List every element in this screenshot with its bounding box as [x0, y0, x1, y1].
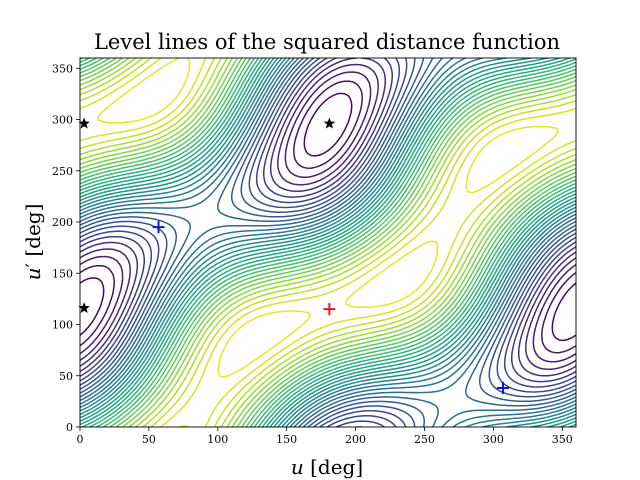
contour-level: [80, 58, 576, 427]
contour-level: [80, 58, 576, 427]
y-tick-label: 150: [52, 267, 73, 280]
critical-point-markers: [78, 117, 509, 395]
contour-level: [80, 58, 576, 427]
plot-frame: [79, 57, 577, 428]
y-tick-label: 350: [52, 62, 73, 75]
contour-level: [80, 58, 576, 427]
y-tick-label: 50: [59, 370, 73, 383]
x-axis-ticks: 0 50 100 150 200 250 300 350: [77, 427, 573, 446]
contour-level: [80, 58, 576, 427]
y-tick-label: 250: [52, 165, 73, 178]
contour-level: [80, 58, 576, 427]
y-axis-label: u′ [deg]: [21, 204, 45, 281]
critical-point-plus: [496, 382, 509, 395]
contour-level: [80, 58, 576, 427]
critical-point-star: [78, 117, 90, 129]
contour-level: [80, 71, 576, 363]
contour-level: [80, 58, 576, 427]
contour-level: [80, 58, 576, 427]
contour-level: [80, 58, 576, 427]
chart-title: Level lines of the squared distance func…: [94, 30, 560, 54]
x-tick-label: 0: [77, 433, 84, 446]
y-tick-label: 300: [52, 114, 73, 127]
critical-point-star: [323, 117, 336, 129]
x-tick-label: 100: [207, 433, 228, 446]
contour-level: [80, 58, 576, 427]
y-tick-label: 200: [52, 216, 73, 229]
contour-level: [80, 92, 576, 342]
contour-level: [80, 63, 576, 371]
contour-level: [80, 58, 576, 427]
x-axis-label: u [deg]: [291, 455, 363, 479]
y-axis-ticks: 0 50 100 150 200 250 300 350: [52, 62, 80, 434]
x-tick-label: 300: [483, 433, 504, 446]
contour-level: [80, 58, 576, 427]
critical-point-plus: [152, 221, 165, 234]
x-tick-label: 150: [276, 433, 297, 446]
x-tick-label: 350: [552, 433, 573, 446]
critical-point-star: [78, 302, 90, 313]
critical-point-plus: [323, 303, 336, 316]
contour-level: [80, 58, 576, 427]
contour-level: [80, 58, 576, 427]
x-tick-label: 200: [345, 433, 366, 446]
contour-level: [80, 58, 576, 427]
contour-lines: [80, 58, 576, 427]
contour-level: [80, 58, 576, 427]
x-tick-label: 250: [414, 433, 435, 446]
contour-level: [80, 80, 576, 354]
contour-level: [80, 58, 576, 427]
y-tick-label: 100: [52, 319, 73, 332]
y-tick-label: 0: [66, 421, 73, 434]
contour-level: [80, 58, 576, 427]
x-tick-label: 50: [142, 433, 156, 446]
contour-level: [97, 58, 559, 427]
